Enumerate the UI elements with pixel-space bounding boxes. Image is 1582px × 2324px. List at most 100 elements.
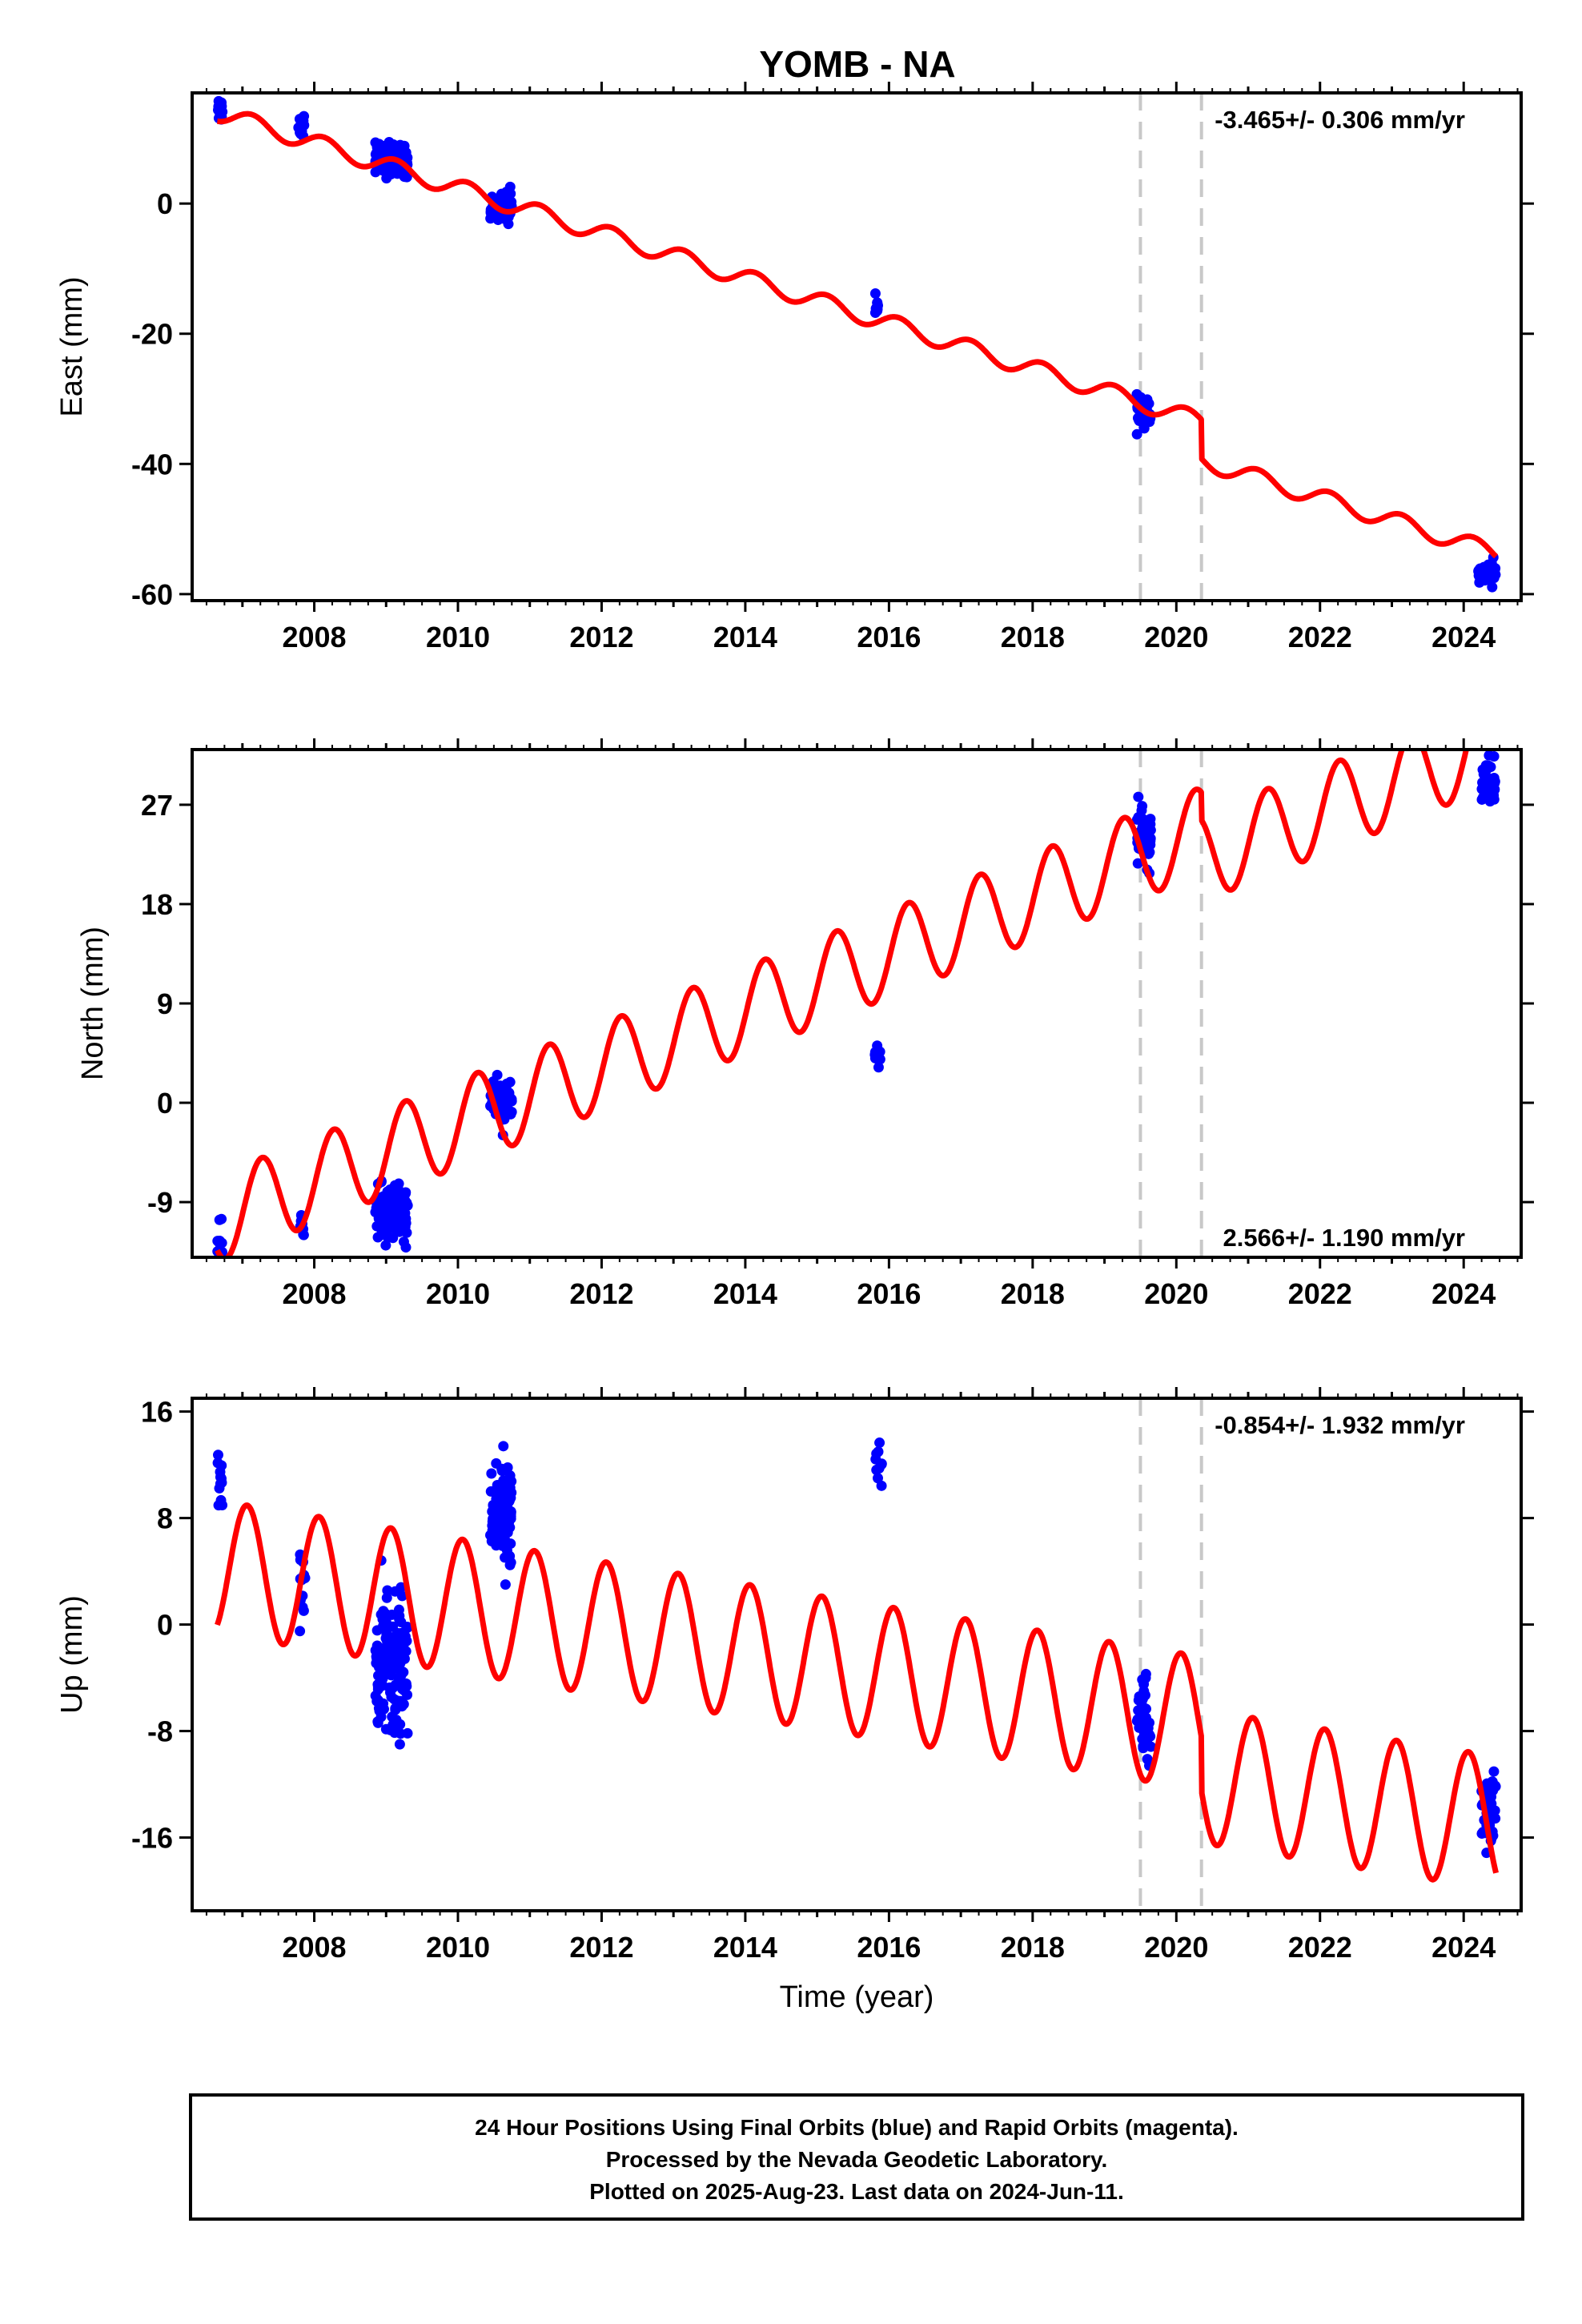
x-tick-label: 2022	[1288, 621, 1352, 653]
model-curve	[215, 1502, 1500, 1883]
plot-area	[212, 750, 1500, 1257]
data-point	[1477, 792, 1488, 803]
model-curve	[215, 111, 1499, 559]
data-point	[383, 1232, 394, 1243]
x-tick-label: 2010	[426, 1277, 490, 1310]
data-point	[1475, 564, 1486, 575]
rate-label: 2.566+/- 1.190 mm/yr	[1223, 1224, 1465, 1252]
data-point	[295, 1626, 306, 1637]
data-point	[874, 1437, 885, 1449]
data-point	[382, 1186, 393, 1197]
plot-frame	[191, 748, 1523, 1259]
x-tick-label: 2020	[1144, 621, 1208, 653]
data-point	[1488, 1779, 1499, 1791]
plot-area	[212, 93, 1501, 601]
x-ticks: 2008 2010 2012 2014 2016 2018 2020 2022 2024	[205, 82, 1519, 653]
x-tick-label: 2008	[282, 621, 346, 653]
data-point	[869, 287, 881, 299]
data-point	[297, 1602, 308, 1613]
data-point	[1137, 801, 1148, 812]
data-point	[1488, 794, 1500, 805]
data-point	[500, 1097, 512, 1108]
data-point	[392, 1659, 404, 1670]
y-tick-label: 0	[157, 187, 173, 220]
data-point	[372, 1717, 383, 1728]
data-point	[1138, 1679, 1150, 1690]
data-point	[502, 1502, 513, 1514]
data-point	[401, 1681, 412, 1692]
data-point	[1489, 1805, 1500, 1816]
data-point	[378, 1657, 389, 1668]
data-point	[395, 1719, 406, 1730]
x-ticks: 2008 2010 2012 2014 2016 2018 2020 2022 2024	[205, 1387, 1519, 1964]
x-tick-label: 2012	[569, 621, 633, 653]
data-point	[1135, 1719, 1146, 1731]
data-point	[484, 1530, 496, 1541]
data-point	[383, 137, 395, 148]
data-point	[492, 1535, 504, 1546]
y-tick-label: -60	[131, 578, 173, 611]
x-tick-label: 2022	[1288, 1277, 1352, 1310]
y-axis-label: Up (mm)	[55, 1595, 89, 1714]
data-point	[378, 1698, 389, 1709]
data-point	[488, 1076, 499, 1087]
data-point	[486, 1468, 497, 1479]
x-tick-label: 2014	[713, 1931, 777, 1964]
footer-line-1: 24 Hour Positions Using Final Orbits (bl…	[475, 2115, 1239, 2140]
data-point	[1131, 814, 1142, 825]
data-point	[295, 115, 307, 127]
y-tick-label: -40	[131, 448, 173, 480]
footer-box: 24 Hour Positions Using Final Orbits (bl…	[189, 2093, 1524, 2221]
data-point	[389, 1694, 400, 1705]
data-point	[385, 1683, 396, 1694]
data-point	[377, 1199, 388, 1210]
y-axis-label: East (mm)	[55, 276, 89, 416]
x-tick-label: 2016	[857, 1931, 921, 1964]
data-point	[1131, 428, 1142, 440]
y-tick-label: -16	[131, 1822, 173, 1855]
data-point	[385, 1724, 396, 1735]
x-tick-label: 2012	[569, 1931, 633, 1964]
data-point	[401, 1622, 412, 1634]
data-point	[392, 1200, 404, 1212]
x-ticks: 2008 2010 2012 2014 2016 2018 2020 2022 2024	[205, 738, 1519, 1310]
x-tick-label: 2020	[1144, 1931, 1208, 1964]
data-point	[504, 1088, 515, 1099]
data-point	[370, 1645, 381, 1656]
data-point	[1488, 1766, 1500, 1777]
x-tick-label: 2024	[1431, 621, 1496, 653]
data-point	[504, 1494, 516, 1505]
data-point	[869, 1049, 881, 1060]
panel-2: 2008 2010 2012 2014 2016 2018 2020 2022 2024 -9 0 9…	[76, 738, 1534, 1310]
data-point	[492, 210, 503, 221]
data-point	[872, 297, 883, 308]
data-point	[1132, 858, 1143, 869]
data-point	[1143, 398, 1154, 409]
data-point	[387, 1711, 398, 1723]
data-point	[400, 1242, 412, 1253]
x-tick-label: 2010	[426, 1931, 490, 1964]
data-point	[212, 1449, 223, 1461]
y-ticks: -9 0 9 18 27	[141, 789, 1534, 1219]
data-point	[505, 1510, 516, 1522]
data-point	[393, 1604, 404, 1615]
y-tick-label: 0	[157, 1609, 173, 1642]
data-point	[488, 1514, 499, 1525]
y-tick-label: 8	[157, 1502, 173, 1535]
data-point	[386, 1645, 397, 1656]
data-point	[1490, 1813, 1501, 1824]
data-point	[873, 1473, 884, 1484]
data-point	[213, 1500, 224, 1511]
panel-1: 2008 2010 2012 2014 2016 2018 2020 2022 2024-60-…	[55, 82, 1534, 653]
data-point	[402, 1689, 413, 1700]
data-point	[1481, 775, 1492, 786]
data-point	[400, 151, 411, 163]
data-point	[1133, 1705, 1144, 1716]
data-point	[1484, 750, 1495, 761]
y-tick-label: 0	[157, 1087, 173, 1120]
data-point	[1133, 791, 1144, 802]
data-point	[392, 1632, 404, 1643]
y-axis-label: North (mm)	[76, 927, 110, 1080]
y-ticks: -16 -8 0 8 16	[131, 1396, 1534, 1855]
data-point	[1134, 411, 1146, 422]
